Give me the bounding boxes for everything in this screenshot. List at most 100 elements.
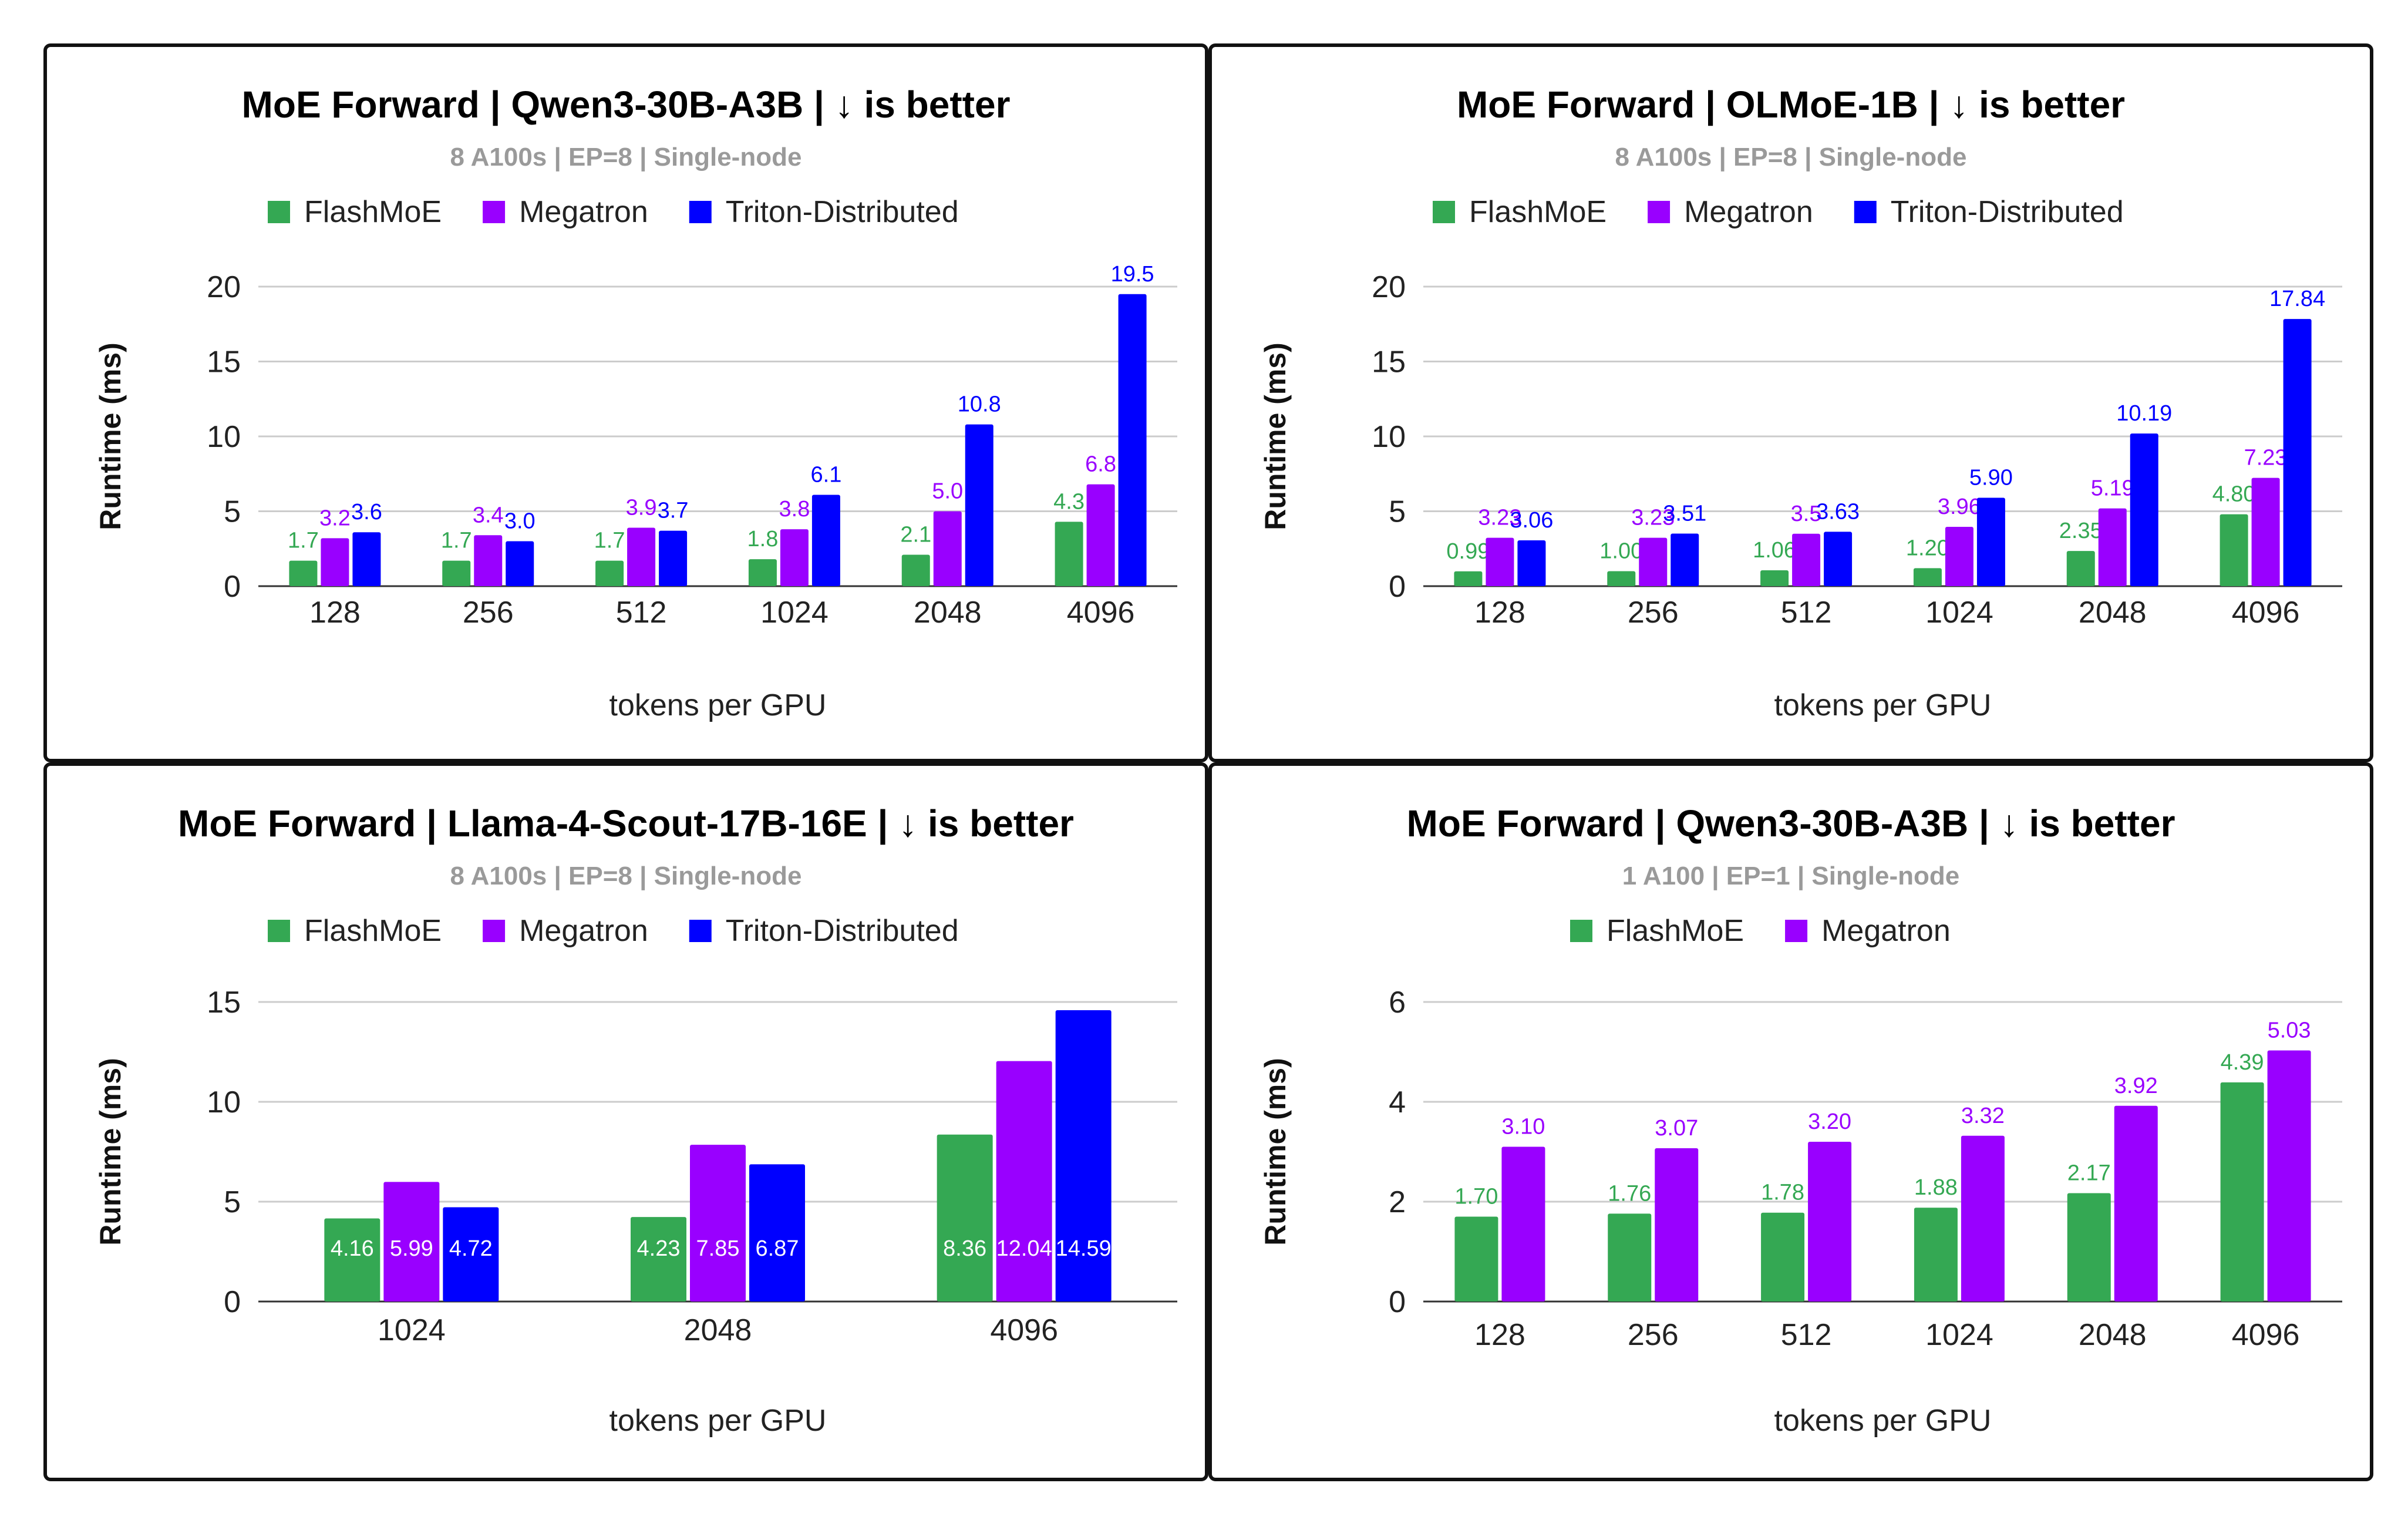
data-label: 4.16	[331, 1236, 374, 1261]
bar-megatron	[2098, 508, 2127, 586]
data-label: 17.84	[2269, 287, 2325, 311]
bar-triton-distributed	[1055, 1010, 1112, 1302]
y-tick-label: 4	[1389, 1085, 1406, 1119]
chart-subtitle: 1 A100 | EP=1 | Single-node	[1622, 862, 1959, 891]
data-label: 1.8	[747, 527, 779, 551]
bar-triton-distributed	[2283, 319, 2312, 586]
bar-chart-qwen3-1gpu: MoE Forward | Qwen3-30B-A3B | ↓ is bette…	[1259, 802, 2342, 1438]
data-label: 3.4	[473, 503, 504, 527]
y-tick-label: 0	[1389, 1285, 1406, 1319]
data-label: 4.39	[2221, 1050, 2264, 1075]
legend-swatch-2	[1854, 201, 1877, 223]
chart-panel-qwen3-1gpu: MoE Forward | Qwen3-30B-A3B | ↓ is bette…	[1208, 762, 2373, 1481]
data-label: 5.19	[2091, 476, 2134, 501]
bar-megatron	[2251, 477, 2280, 586]
data-label: 6.87	[756, 1236, 799, 1261]
x-tick-label: 4096	[2232, 596, 2300, 630]
data-label: 10.8	[958, 392, 1001, 417]
data-label: 3.63	[1816, 499, 1860, 524]
bar-flashmoe	[1913, 568, 1942, 586]
y-tick-label: 5	[1389, 495, 1406, 529]
bar-megatron	[627, 527, 656, 586]
bar-flashmoe	[2067, 1193, 2111, 1302]
bar-flashmoe	[1454, 571, 1483, 586]
bar-megatron	[690, 1145, 746, 1302]
data-label: 1.78	[1761, 1181, 1804, 1205]
chart-title: MoE Forward | Llama-4-Scout-17B-16E | ↓ …	[178, 802, 1074, 845]
x-tick-label: 2048	[914, 596, 982, 630]
x-axis-title: tokens per GPU	[609, 688, 827, 722]
bar-megatron	[2114, 1105, 2158, 1302]
data-label: 1.06	[1753, 538, 1796, 563]
bar-flashmoe	[324, 1218, 380, 1302]
x-tick-label: 1024	[378, 1313, 446, 1347]
legend-swatch-1	[483, 201, 506, 223]
y-tick-label: 0	[1389, 570, 1406, 604]
bar-triton-distributed	[811, 495, 840, 586]
x-tick-label: 256	[1628, 1318, 1679, 1352]
legend-label-0: FlashMoE	[1607, 914, 1744, 948]
x-tick-label: 256	[463, 596, 514, 630]
bar-megatron	[996, 1061, 1052, 1302]
data-label: 2.35	[2059, 519, 2103, 543]
data-label: 1.7	[594, 529, 625, 553]
bar-flashmoe	[1454, 1216, 1498, 1302]
y-tick-label: 15	[207, 345, 241, 379]
y-tick-label: 5	[224, 495, 241, 529]
legend-label-2: Triton-Distributed	[726, 914, 959, 948]
legend-label-1: Megatron	[1821, 914, 1951, 948]
y-tick-label: 20	[207, 270, 241, 304]
data-label: 19.5	[1111, 262, 1154, 287]
data-label: 12.04	[996, 1236, 1052, 1261]
x-axis-title: tokens per GPU	[1774, 1404, 1992, 1438]
data-label: 1.7	[288, 529, 319, 553]
data-label: 5.0	[932, 479, 963, 504]
legend-swatch-0	[268, 201, 290, 223]
y-tick-label: 20	[1372, 270, 1406, 304]
data-label: 1.70	[1454, 1185, 1498, 1209]
bar-megatron	[2267, 1050, 2311, 1302]
bar-chart-llama4-8gpu: MoE Forward | Llama-4-Scout-17B-16E | ↓ …	[94, 802, 1177, 1438]
bar-triton-distributed	[1671, 533, 1699, 586]
bar-flashmoe	[748, 559, 777, 586]
bar-chart-qwen3-8gpu: MoE Forward | Qwen3-30B-A3B | ↓ is bette…	[94, 83, 1177, 722]
bar-megatron	[1639, 537, 1668, 586]
x-tick-label: 4096	[1067, 596, 1135, 630]
data-label: 6.1	[811, 462, 842, 487]
data-label: 3.5	[1791, 502, 1822, 526]
chart-subtitle: 8 A100s | EP=8 | Single-node	[450, 143, 802, 172]
data-label: 3.2	[319, 506, 351, 530]
data-label: 10.19	[2116, 401, 2172, 426]
x-tick-label: 2048	[2079, 596, 2147, 630]
bar-megatron	[1501, 1146, 1545, 1302]
data-label: 8.36	[943, 1236, 986, 1261]
bar-triton-distributed	[1824, 532, 1853, 586]
legend-label-0: FlashMoE	[1469, 195, 1607, 229]
data-label: 3.06	[1510, 508, 1553, 533]
y-tick-label: 0	[224, 570, 241, 604]
data-label: 3.7	[658, 499, 689, 523]
bar-megatron	[383, 1182, 440, 1302]
legend-swatch-0	[1570, 920, 1592, 942]
data-label: 3.8	[779, 497, 810, 522]
x-tick-label: 1024	[760, 596, 829, 630]
data-label: 4.3	[1053, 489, 1085, 514]
chart-title: MoE Forward | Qwen3-30B-A3B | ↓ is bette…	[1407, 802, 2175, 845]
bar-triton-distributed	[1517, 540, 1546, 586]
data-label: 3.96	[1938, 495, 1981, 519]
data-label: 14.59	[1056, 1236, 1112, 1261]
bar-triton-distributed	[443, 1207, 499, 1302]
bar-flashmoe	[1761, 1212, 1805, 1302]
data-label: 1.7	[441, 529, 472, 553]
chart-title: MoE Forward | OLMoE-1B | ↓ is better	[1457, 83, 2125, 126]
data-label: 3.10	[1501, 1115, 1545, 1139]
legend-label-2: Triton-Distributed	[1891, 195, 2124, 229]
bar-megatron	[1655, 1148, 1699, 1302]
data-label: 2.1	[900, 522, 931, 547]
data-label: 3.0	[504, 509, 536, 534]
bar-flashmoe	[1914, 1208, 1958, 1302]
bar-flashmoe	[2220, 1082, 2264, 1302]
x-tick-label: 1024	[1925, 1318, 1993, 1352]
bar-flashmoe	[1760, 570, 1789, 586]
bar-megatron	[1945, 527, 1973, 586]
